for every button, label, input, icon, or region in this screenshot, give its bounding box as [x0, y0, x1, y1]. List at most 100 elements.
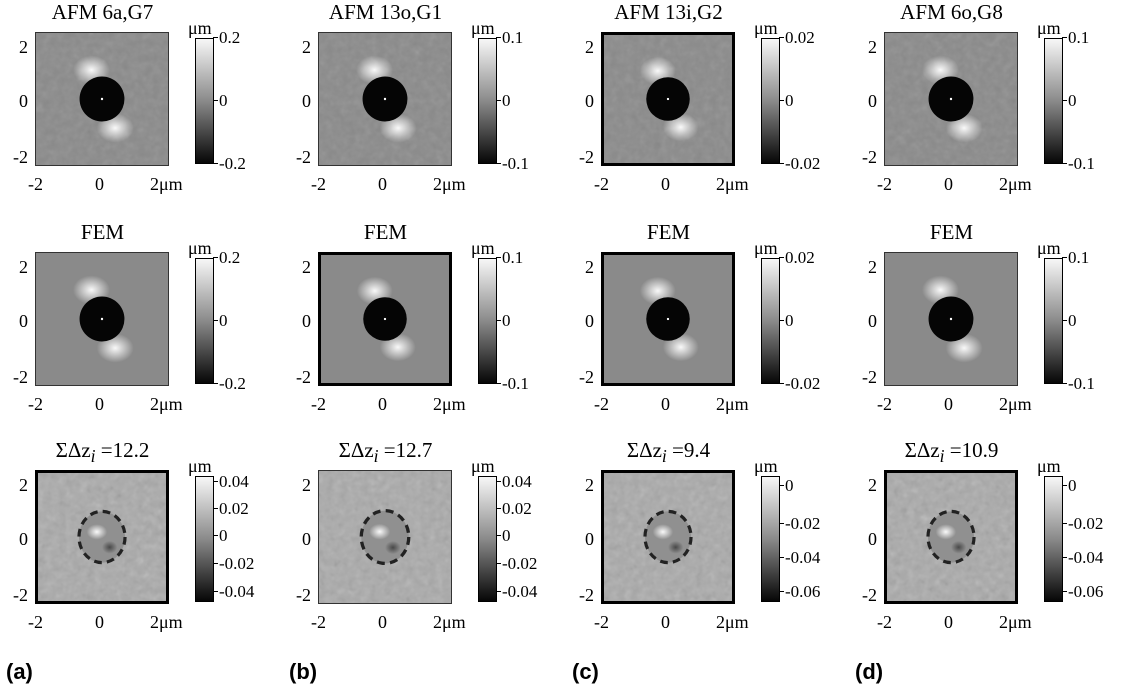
colorbar-tick-label: 0: [213, 91, 228, 110]
panel-label-1: (a): [6, 659, 33, 684]
colorbar-tick-label: 0.1: [1061, 248, 1090, 267]
panel-label-2: (b): [289, 659, 318, 684]
panel-title: FEM: [884, 220, 1019, 245]
panel-3-3: ΣΔzi =9.4 2 0 -2 -2 0 2μm μm 0 -0.02 -0.04 -0.06: [566, 438, 821, 653]
residual-shadow: [668, 540, 684, 554]
residual-shadow: [102, 540, 118, 554]
center-dot: [383, 317, 387, 321]
colorbar-tick-label: 0: [213, 311, 228, 330]
colorbar-tick-label: -0.02: [495, 554, 538, 573]
image-plot: [601, 252, 735, 386]
x-tick-label: 2μm: [999, 612, 1032, 632]
colorbar-tick-label: 0: [779, 311, 794, 330]
y-tick-label: 0: [585, 529, 594, 549]
x-tick-label: 0: [378, 394, 387, 414]
x-tick-label: 0: [378, 174, 387, 194]
image-svg: [36, 33, 168, 165]
colorbar-tick-label: 0.1: [495, 248, 524, 267]
x-tick-label: 0: [661, 612, 670, 632]
residual-highlight: [369, 523, 391, 540]
image-plot: [884, 470, 1018, 604]
colorbar-tick-label: 0.2: [212, 248, 241, 267]
image-plot: [318, 32, 452, 166]
panel-title-text: AFM 13i,G2: [614, 0, 723, 24]
colorbar-tick-label: 0.04: [213, 472, 249, 491]
image-svg: [36, 253, 168, 385]
x-tick-label: 0: [944, 174, 953, 194]
x-tick-label: -2: [594, 394, 609, 414]
y-tick-label: -2: [862, 367, 877, 387]
center-dot: [666, 317, 670, 321]
y-tick-label: -2: [862, 585, 877, 605]
colorbar-unit: μm: [188, 456, 212, 476]
colorbar-tick-label: 0: [496, 311, 511, 330]
colorbar-unit: μm: [1037, 238, 1061, 258]
y-tick-label: 2: [585, 257, 594, 277]
panel-title: ΣΔzi =12.7: [318, 438, 453, 467]
panel-title-value: =12.2: [95, 438, 150, 462]
colorbar-unit: μm: [1037, 18, 1061, 38]
x-tick-label: 2μm: [150, 174, 183, 194]
y-tick-label: 0: [585, 311, 594, 331]
colorbar-tick-label: 0.02: [779, 28, 815, 47]
panel-3-2: FEM 2 0 -2 -2 0 2μm μm 0.02 0 -0.02: [566, 220, 821, 435]
y-tick-label: -2: [13, 585, 28, 605]
panel-title: AFM 6a,G7: [35, 0, 170, 25]
y-tick-label: 2: [868, 475, 877, 495]
panel-label-3: (c): [572, 659, 599, 684]
image-svg: [604, 255, 732, 383]
x-tick-label: 2μm: [433, 612, 466, 632]
x-tick-label: 0: [661, 174, 670, 194]
y-tick-label: 2: [868, 257, 877, 277]
center-dot: [100, 97, 104, 101]
image-plot: [318, 252, 452, 386]
panel-title: FEM: [35, 220, 170, 245]
center-dot: [100, 317, 104, 321]
colorbar-unit: μm: [471, 18, 495, 38]
colorbar-tick-label: 0.02: [213, 499, 249, 518]
colorbar: [195, 258, 214, 384]
x-tick-label: 0: [95, 612, 104, 632]
x-tick-label: 2μm: [716, 394, 749, 414]
x-tick-label: -2: [877, 394, 892, 414]
image-svg: [319, 33, 451, 165]
x-tick-label: 0: [95, 394, 104, 414]
panel-3-1: AFM 13i,G2 2 0 -2 -2 0 2μm μm 0.02 0 -0.02: [566, 0, 821, 215]
x-tick-label: -2: [28, 612, 43, 632]
x-tick-label: 2μm: [716, 612, 749, 632]
colorbar-tick-label: 0.2: [212, 28, 241, 47]
y-tick-label: 0: [19, 529, 28, 549]
x-tick-label: -2: [311, 174, 326, 194]
panel-title: FEM: [318, 220, 453, 245]
image-plot: [35, 252, 169, 386]
x-tick-label: -2: [311, 394, 326, 414]
colorbar: [478, 476, 497, 602]
colorbar-unit: μm: [188, 238, 212, 258]
y-tick-label: 2: [19, 37, 28, 57]
panel-title-subscript: i: [373, 446, 379, 467]
colorbar-tick-label: 0: [213, 526, 228, 545]
y-tick-label: 0: [19, 311, 28, 331]
image-plot: [884, 252, 1018, 386]
y-tick-label: -2: [296, 147, 311, 167]
y-tick-label: 0: [585, 91, 594, 111]
panel-title-text: ΣΔz: [626, 438, 662, 462]
panel-title: ΣΔzi =10.9: [884, 438, 1019, 467]
panel-title-text: AFM 13o,G1: [328, 0, 443, 24]
image-plot: [35, 32, 169, 166]
x-tick-label: 2μm: [433, 174, 466, 194]
colorbar-tick-label: -0.04: [212, 582, 255, 601]
panel-title-text: ΣΔz: [338, 438, 374, 462]
x-tick-label: 2μm: [150, 612, 183, 632]
panel-title-subscript: i: [661, 446, 667, 467]
colorbar-tick-label: 0: [1062, 476, 1077, 495]
x-tick-label: 0: [378, 612, 387, 632]
panel-title: ΣΔzi =9.4: [601, 438, 736, 467]
image-plot: [35, 470, 169, 604]
image-svg: [885, 33, 1017, 165]
x-tick-label: 2μm: [716, 174, 749, 194]
y-tick-label: -2: [579, 367, 594, 387]
panel-1-2: FEM 2 0 -2 -2 0 2μm μm 0.2 0 -0.2: [0, 220, 255, 435]
center-dot: [666, 97, 670, 101]
x-tick-label: 2μm: [150, 394, 183, 414]
